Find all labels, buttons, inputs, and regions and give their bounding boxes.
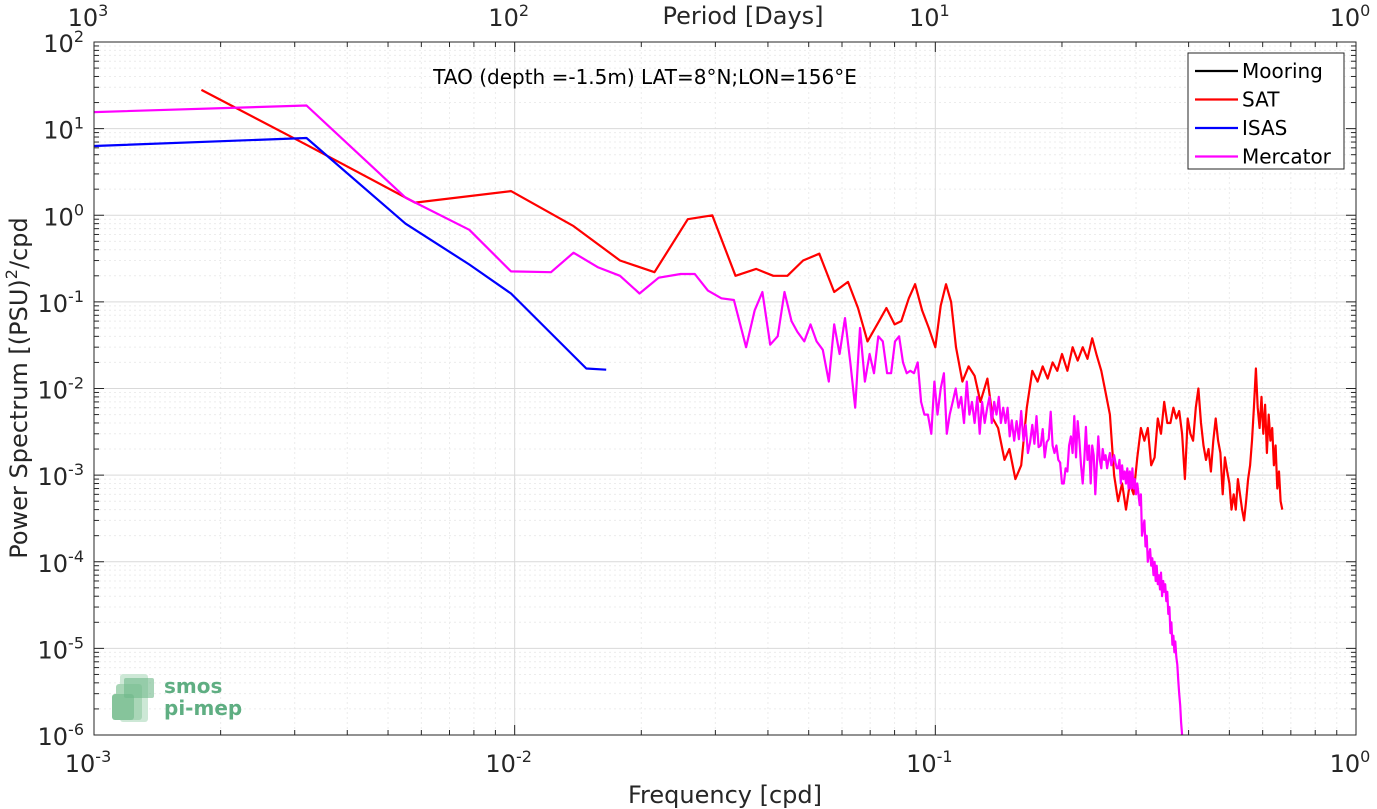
legend-box (1187, 52, 1345, 170)
x-tick-label: 10-1 (906, 747, 953, 778)
legend-label-isas: ISAS (1242, 116, 1287, 140)
y-tick-label-exp: -2 (68, 374, 84, 393)
series-layer (93, 88, 1284, 736)
legend-label-mooring: Mooring (1242, 59, 1323, 83)
y-tick-label-base: 10 (38, 290, 69, 318)
logo-mark-icon (112, 674, 154, 722)
x2-tick-label-exp: 2 (519, 1, 529, 20)
chart-annotation: TAO (depth =-1.5m) LAT=8°N;LON=156°E (432, 65, 857, 89)
y-tick-label-base: 10 (38, 636, 69, 664)
y-tick-label: 10-2 (38, 374, 85, 405)
series-line-sat (200, 88, 1284, 522)
x-tick-label-base: 10 (1330, 750, 1361, 778)
y-tick-label-exp: -4 (68, 547, 84, 566)
y-tick-label: 10-6 (38, 720, 85, 751)
y-tick-label-exp: -6 (68, 720, 84, 739)
x2-tick-label-base: 10 (909, 4, 940, 32)
y-tick-label-exp: 2 (74, 27, 84, 46)
legend-label-mercator: Mercator (1242, 145, 1332, 169)
y-tick-label: 10-5 (38, 633, 85, 664)
smos-pi-mep-logo: smos pi-mep (112, 674, 242, 722)
y-tick-label-exp: -3 (68, 460, 84, 479)
x-tick-label: 100 (1330, 747, 1371, 778)
x-tick-label-base: 10 (65, 750, 96, 778)
series-line-isas (93, 136, 607, 371)
x2-tick-label: 102 (488, 1, 529, 32)
x-tick-label-exp: -2 (516, 747, 532, 766)
axis-ticks (93, 41, 1357, 736)
x2-tick-label: 103 (68, 1, 109, 32)
logo-line1: smos (164, 674, 222, 698)
x2-axis-title: Period [Days] (662, 2, 823, 30)
y-tick-label-base: 10 (43, 203, 74, 231)
y-tick-label-base: 10 (38, 463, 69, 491)
x2-tick-label-base: 10 (488, 4, 519, 32)
y-axis-title-suffix: /cpd (5, 217, 33, 269)
y-tick-label: 10-1 (38, 287, 85, 318)
x2-tick-label: 101 (909, 1, 950, 32)
y-tick-label: 10-4 (38, 547, 85, 578)
x-tick-label-base: 10 (906, 750, 937, 778)
y-tick-label-base: 10 (38, 550, 69, 578)
y-tick-label-exp: -5 (68, 633, 84, 652)
y-tick-label-base: 10 (43, 117, 74, 145)
legend: Mooring SAT ISAS Mercator (1187, 52, 1345, 170)
y-tick-label-exp: 0 (74, 200, 84, 219)
y-tick-label: 10-3 (38, 460, 85, 491)
x-tick-label-exp: -3 (95, 747, 111, 766)
logo-line2: pi-mep (164, 696, 242, 720)
x-axis-title: Frequency [cpd] (628, 781, 822, 809)
x2-tick-label-exp: 1 (940, 1, 950, 20)
x2-tick-label-base: 10 (68, 4, 99, 32)
y-axis-title: Power Spectrum [(PSU)2/cpd (2, 217, 33, 558)
x2-tick-label-base: 10 (1330, 4, 1361, 32)
y-tick-label-exp: -1 (68, 287, 84, 306)
x-tick-label-base: 10 (485, 750, 516, 778)
y-tick-label-base: 10 (43, 30, 74, 58)
y-axis-title-sup: 2 (2, 269, 21, 279)
grid-minor (94, 42, 1356, 735)
x2-tick-label-exp: 3 (98, 1, 108, 20)
y-tick-label-base: 10 (38, 377, 69, 405)
y-tick-label-base: 10 (38, 723, 69, 751)
x-tick-label: 10-3 (65, 747, 112, 778)
y-tick-label: 102 (43, 27, 84, 58)
x2-tick-label: 100 (1330, 1, 1371, 32)
y-tick-label: 100 (43, 200, 84, 231)
series-line-mercator (93, 104, 1184, 736)
x2-tick-label-exp: 0 (1360, 1, 1370, 20)
y-tick-label: 101 (43, 114, 84, 145)
x-tick-label-exp: -1 (937, 747, 953, 766)
y-tick-label-exp: 1 (74, 114, 84, 133)
legend-label-sat: SAT (1242, 88, 1280, 112)
x-tick-label-exp: 0 (1360, 747, 1370, 766)
x-tick-label: 10-2 (485, 747, 531, 778)
y-axis-title-main: Power Spectrum [(PSU) (5, 279, 33, 558)
